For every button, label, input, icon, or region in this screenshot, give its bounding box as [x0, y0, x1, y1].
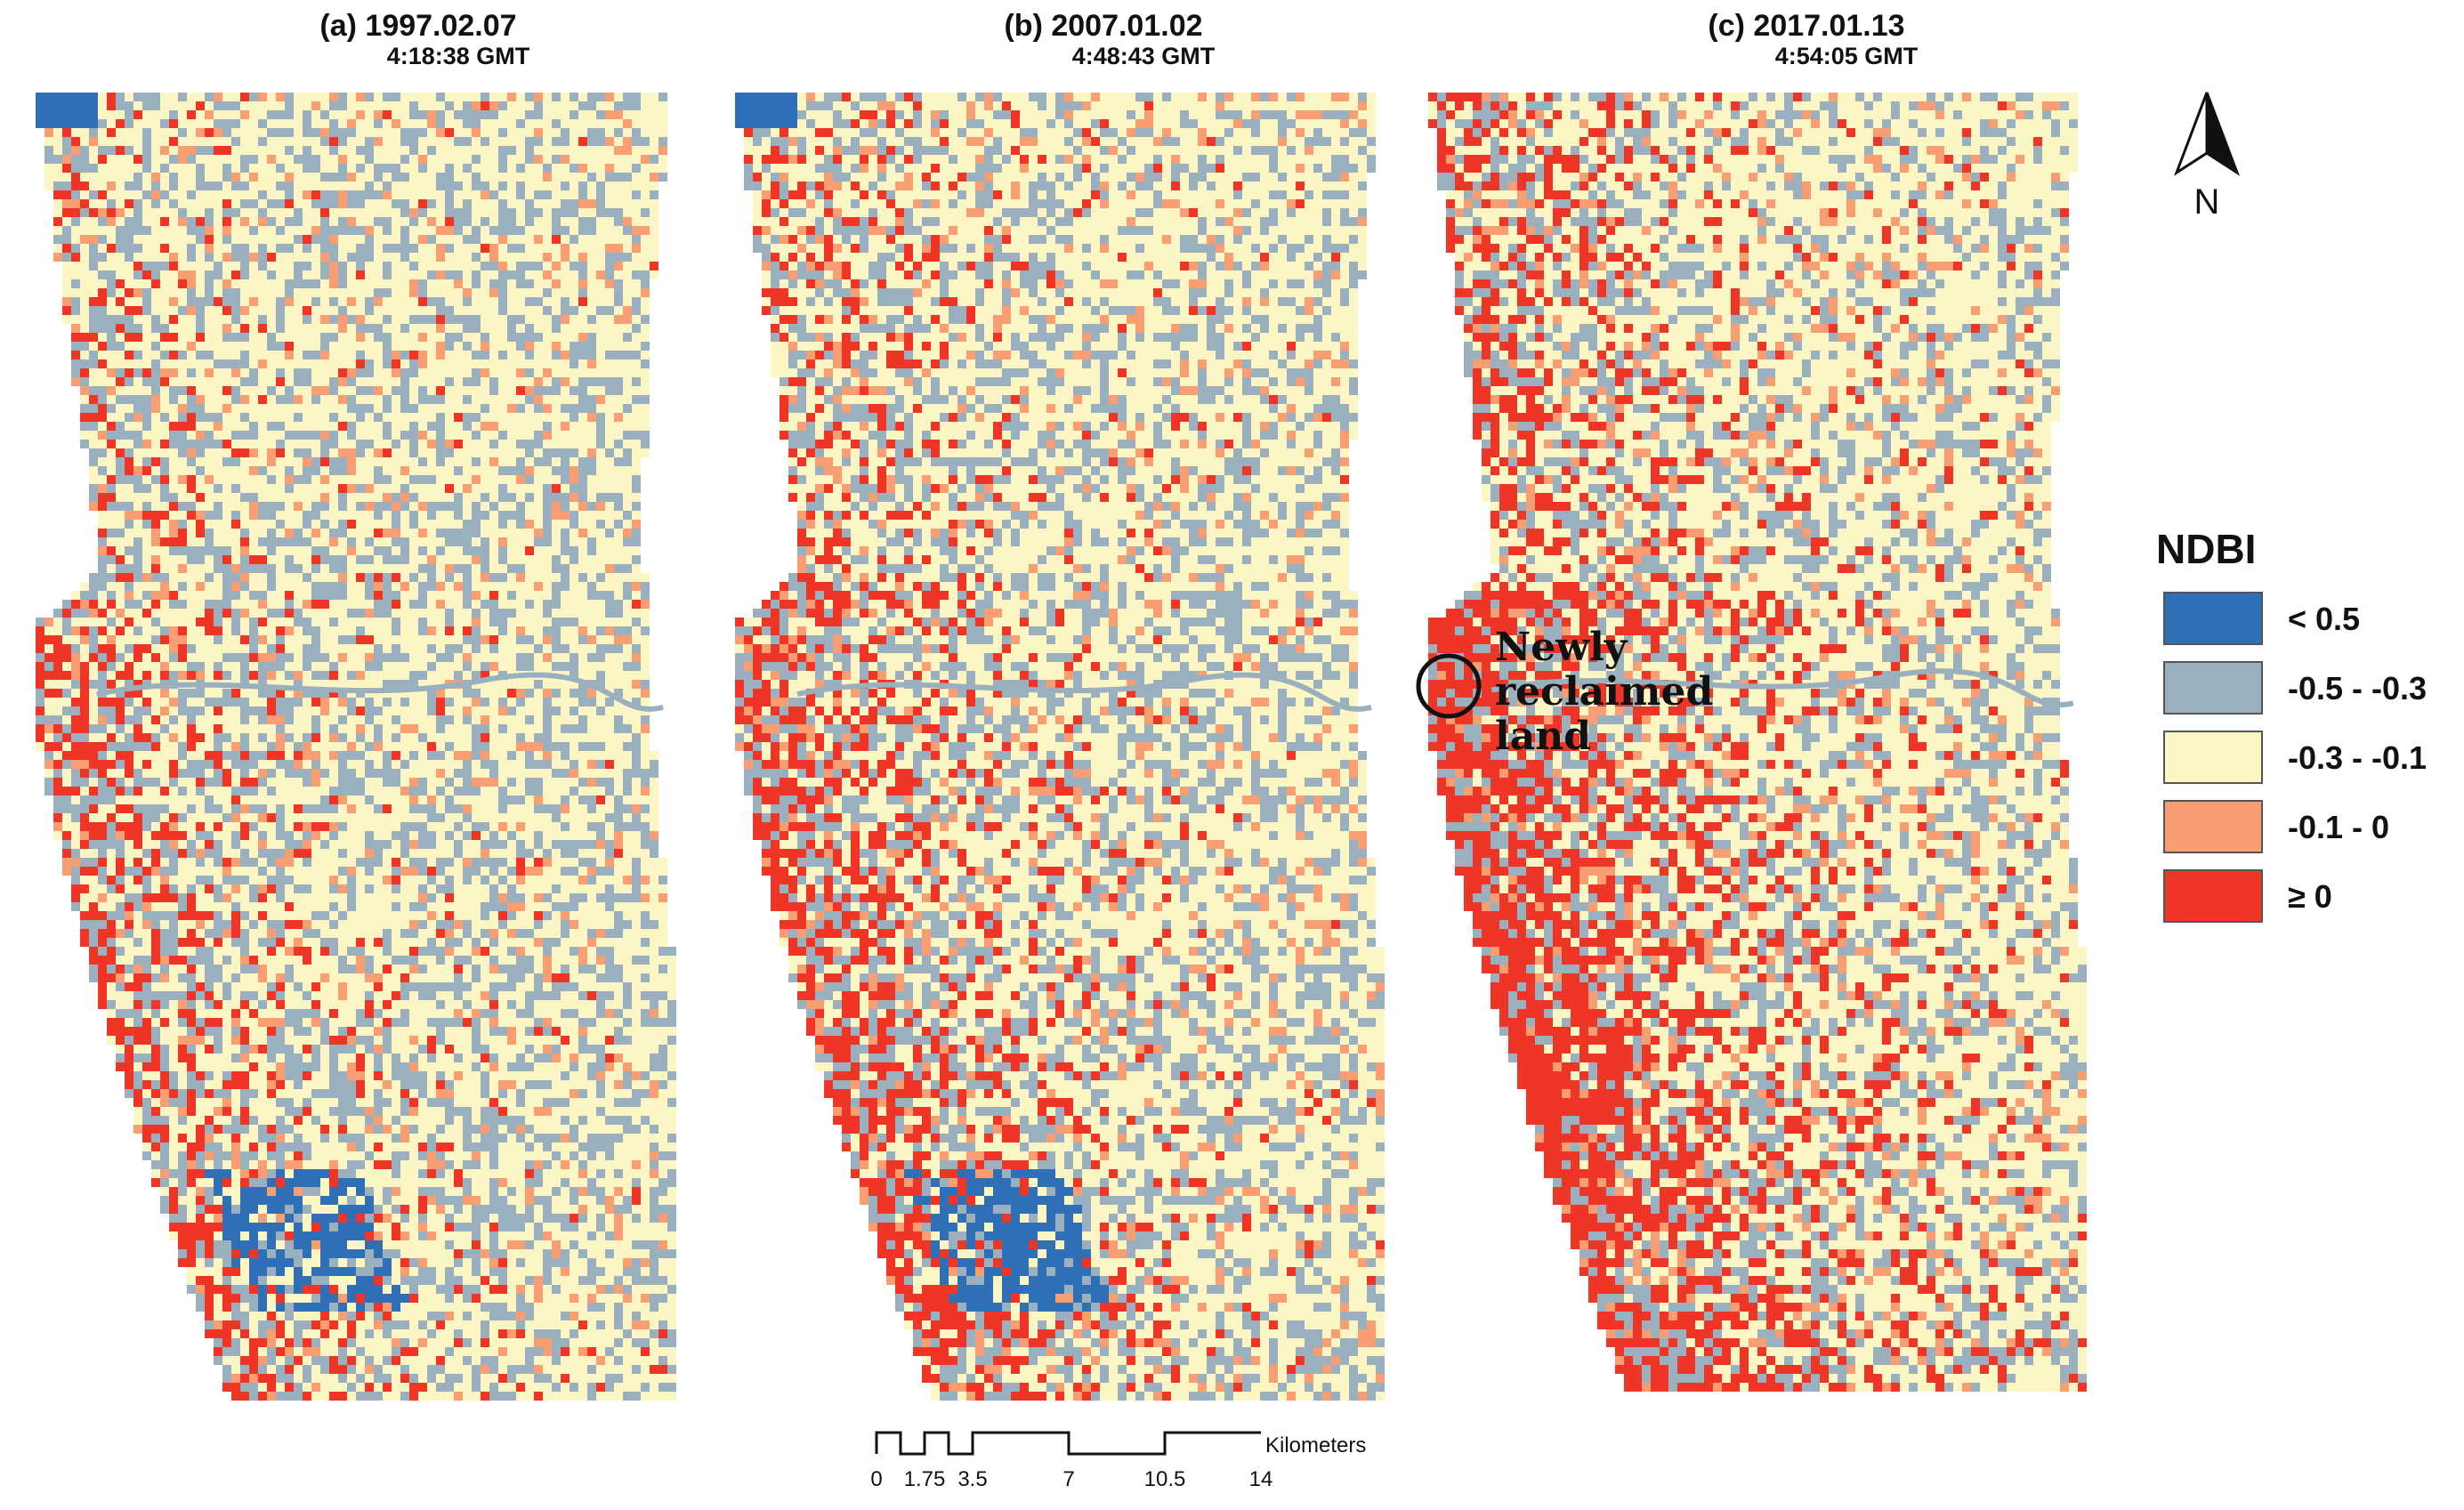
panel-time-a: 4:18:38 GMT [205, 43, 632, 69]
legend-label: -0.1 - 0 [2288, 809, 2389, 846]
scale-bar: Kilometers 0 1.75 3.5 7 10.5 14 [870, 1431, 1366, 1491]
legend: NDBI < 0.5 -0.5 - -0.3 -0.3 - -0.1 -0.1 … [2156, 525, 2427, 934]
scale-tick-label: 7 [1062, 1467, 1074, 1491]
legend-title: NDBI [2156, 525, 2256, 573]
legend-item: -0.5 - -0.3 [2163, 661, 2430, 715]
north-arrow-icon: N [2173, 92, 2241, 222]
scale-tick-label: 1.75 [904, 1467, 946, 1491]
panel-title-a: (a) 1997.02.07 4:18:38 GMT [205, 9, 632, 69]
legend-item: < 0.5 [2163, 592, 2430, 645]
legend-swatch [2163, 661, 2263, 715]
scale-tick-label: 0 [870, 1467, 882, 1491]
legend-label: < 0.5 [2288, 601, 2360, 638]
north-label: N [2194, 182, 2220, 222]
panel-title-c: (c) 2017.01.13 4:54:05 GMT [1593, 9, 2020, 69]
legend-label: -0.3 - -0.1 [2288, 739, 2427, 777]
legend-label: -0.5 - -0.3 [2288, 670, 2427, 707]
map-panel-1997 [18, 93, 676, 1401]
panel-time-b: 4:48:43 GMT [890, 43, 1317, 69]
legend-swatch [2163, 731, 2263, 784]
reclaimed-land-circle [1416, 653, 1482, 719]
scale-unit-label: Kilometers [1265, 1433, 1366, 1458]
legend-item: ≥ 0 [2163, 869, 2430, 923]
legend-label: ≥ 0 [2288, 878, 2332, 916]
reclaimed-land-annotation: Newly reclaimed land [1495, 626, 1726, 759]
panel-title-b: (b) 2007.01.02 4:48:43 GMT [890, 9, 1317, 69]
map-panel-2017 [1410, 93, 2087, 1392]
scale-tick-label: 3.5 [957, 1467, 987, 1491]
annotation-line-3: land [1495, 715, 1726, 759]
scale-tick-label: 10.5 [1144, 1467, 1186, 1491]
legend-swatch [2163, 592, 2263, 645]
legend-item: -0.1 - 0 [2163, 800, 2430, 853]
annotation-line-2: reclaimed [1495, 670, 1726, 715]
panel-date-a: (a) 1997.02.07 [205, 9, 632, 43]
panel-time-c: 4:54:05 GMT [1593, 43, 2020, 69]
scale-tick-label: 14 [1249, 1467, 1273, 1491]
legend-swatch [2163, 869, 2263, 923]
annotation-line-1: Newly [1495, 626, 1726, 670]
legend-swatch [2163, 800, 2263, 853]
panel-date-c: (c) 2017.01.13 [1593, 9, 2020, 43]
map-panel-2007 [717, 93, 1385, 1401]
legend-item: -0.3 - -0.1 [2163, 731, 2430, 784]
panel-date-b: (b) 2007.01.02 [890, 9, 1317, 43]
